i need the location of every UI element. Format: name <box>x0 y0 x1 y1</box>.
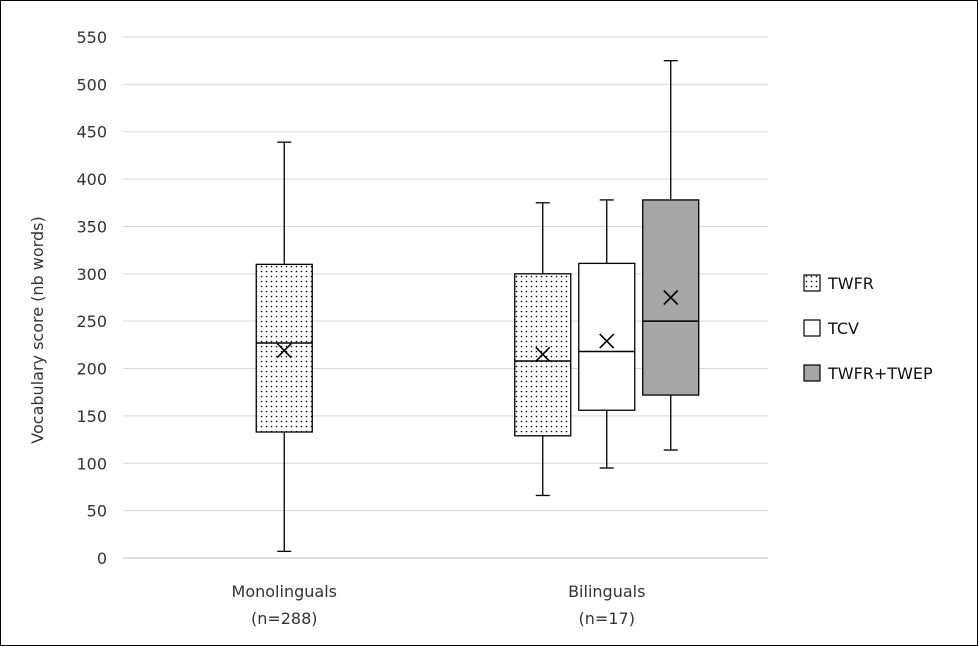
y-tick-label: 400 <box>76 170 107 189</box>
box-twfr <box>255 141 313 553</box>
mean-marker <box>663 289 679 306</box>
legend-label: TWFR+TWEP <box>827 364 933 383</box>
y-tick-label: 350 <box>76 217 107 236</box>
y-tick-label: 550 <box>76 28 107 47</box>
y-tick-label: 150 <box>76 407 107 426</box>
x-category-label: Monolinguals <box>232 582 337 601</box>
legend-item: TCV <box>803 319 859 338</box>
y-tick-label: 450 <box>76 123 107 142</box>
box-twfr <box>514 202 572 497</box>
legend: TWFR TCV TWFR+TWEP <box>803 274 933 383</box>
mean-marker <box>535 346 551 362</box>
legend-item: TWFR+TWEP <box>803 364 933 383</box>
box-rect <box>578 262 636 411</box>
legend-swatch <box>803 364 821 382</box>
x-category-label: (n=17) <box>579 609 635 628</box>
y-tick-label: 200 <box>76 360 107 379</box>
x-axis-labels: Monolinguals (n=288) Bilinguals (n=17) <box>232 582 646 628</box>
y-axis-title: Vocabulary score (nb words) <box>28 216 47 443</box>
y-tick-label: 100 <box>76 454 107 473</box>
legend-label: TWFR <box>827 274 874 293</box>
mean-marker <box>599 333 615 349</box>
y-tick-label: 500 <box>76 75 107 94</box>
box-rect <box>255 263 313 433</box>
y-tick-label: 300 <box>76 265 107 284</box>
legend-swatch <box>803 274 821 292</box>
legend-swatch <box>803 319 821 337</box>
box-tcv <box>578 199 636 469</box>
legend-label: TCV <box>827 319 859 338</box>
legend-item: TWFR <box>803 274 874 293</box>
box-twfr-twep <box>642 60 700 451</box>
x-category-label: Bilinguals <box>568 582 645 601</box>
y-tick-label: 250 <box>76 312 107 331</box>
y-tick-label: 0 <box>97 549 107 568</box>
mean-marker <box>276 342 292 359</box>
y-tick-label: 50 <box>87 502 107 521</box>
x-category-label: (n=288) <box>251 609 318 628</box>
y-axis-ticks: 0 50 100 150 200 250 300 350 400 450 500 550 <box>76 28 107 568</box>
boxes <box>255 60 700 553</box>
